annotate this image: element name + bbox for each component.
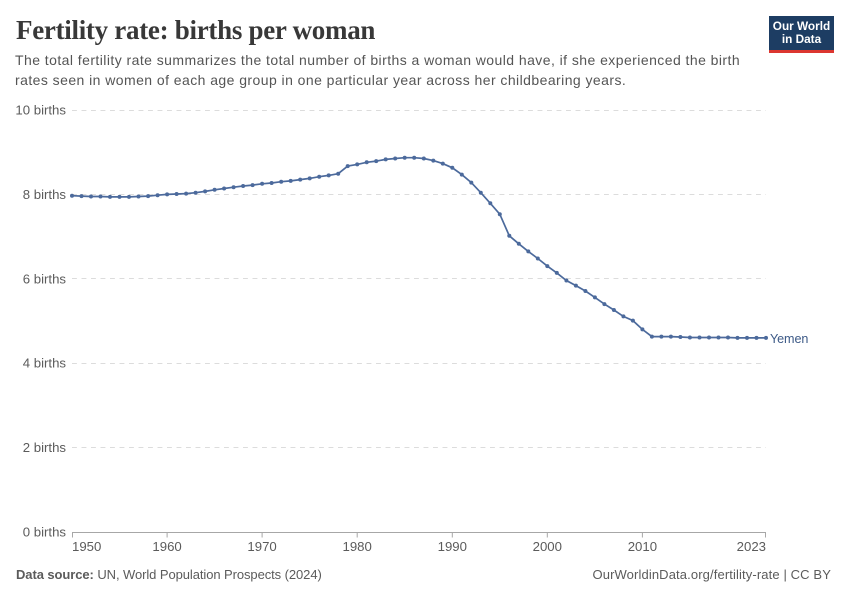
svg-text:1980: 1980 — [343, 539, 372, 554]
svg-text:1970: 1970 — [247, 539, 276, 554]
svg-text:8 births: 8 births — [23, 187, 67, 202]
svg-text:4 births: 4 births — [23, 356, 67, 371]
svg-text:2023: 2023 — [737, 539, 766, 554]
svg-text:10 births: 10 births — [15, 103, 66, 118]
svg-text:1960: 1960 — [152, 539, 181, 554]
svg-text:2000: 2000 — [533, 539, 562, 554]
svg-text:2 births: 2 births — [23, 440, 67, 455]
svg-text:0 births: 0 births — [23, 525, 67, 540]
svg-text:1950: 1950 — [72, 539, 101, 554]
svg-text:Yemen: Yemen — [770, 332, 808, 346]
svg-text:6 births: 6 births — [23, 271, 67, 286]
svg-text:2010: 2010 — [628, 539, 657, 554]
svg-text:1990: 1990 — [438, 539, 467, 554]
